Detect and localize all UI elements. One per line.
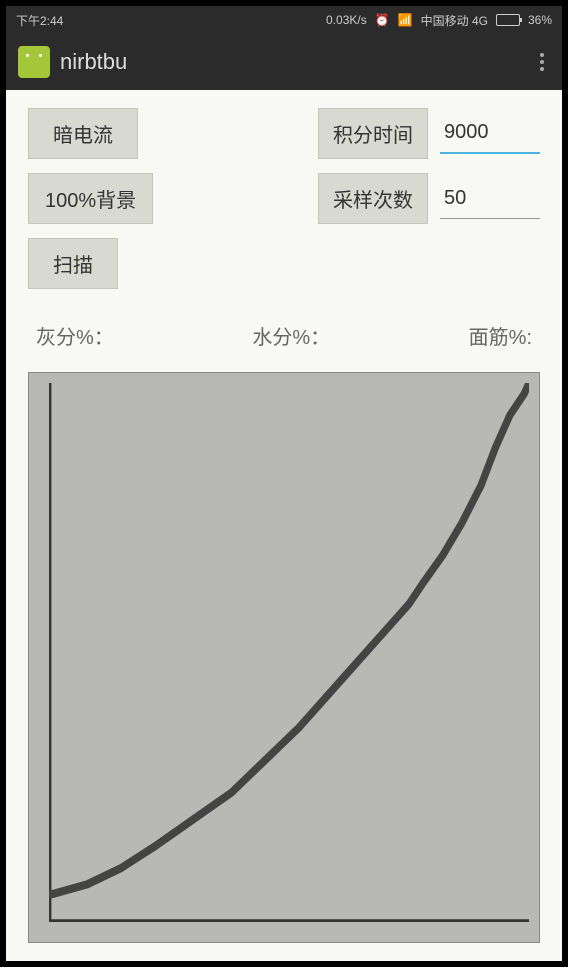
alarm-icon: ⏰ <box>375 13 390 27</box>
title-bar: nirbtbu <box>6 34 562 90</box>
app-icon <box>18 46 50 78</box>
phone-frame: 下午2:44 0.03K/s ⏰ 📶 中国移动 4G 36% nirbtbu <box>0 0 568 967</box>
screen: 下午2:44 0.03K/s ⏰ 📶 中国移动 4G 36% nirbtbu <box>6 6 562 961</box>
moisture-result-label: 水分%： <box>252 321 330 350</box>
sample-count-input[interactable] <box>440 179 540 219</box>
background-button[interactable]: 100%背景 <box>28 173 153 224</box>
results-row: 灰分%： 水分%： 面筋%: <box>28 303 540 364</box>
status-time: 下午2:44 <box>16 12 63 29</box>
dark-current-button[interactable]: 暗电流 <box>28 108 138 159</box>
status-carrier: 中国移动 4G <box>421 12 488 29</box>
integration-time-input[interactable] <box>440 113 540 154</box>
sample-count-label: 采样次数 <box>318 173 428 224</box>
content-area: 暗电流 积分时间 100%背景 采样次数 扫描 灰分%： 水分%： 面筋%: <box>6 90 562 961</box>
battery-icon <box>496 14 520 26</box>
wifi-icon: 📶 <box>398 13 413 27</box>
spectrum-curve <box>49 383 529 895</box>
status-bar: 下午2:44 0.03K/s ⏰ 📶 中国移动 4G 36% <box>6 6 562 34</box>
integration-time-label: 积分时间 <box>318 108 428 159</box>
chart-container <box>28 372 540 943</box>
status-battery: 36% <box>528 13 552 27</box>
status-data-rate: 0.03K/s <box>326 13 367 27</box>
spectrum-chart <box>49 383 529 922</box>
ash-result-label: 灰分%： <box>36 321 114 350</box>
overflow-menu-icon[interactable] <box>534 47 550 77</box>
gluten-result-label: 面筋%: <box>469 321 532 350</box>
scan-button[interactable]: 扫描 <box>28 238 118 289</box>
app-title: nirbtbu <box>60 49 127 75</box>
